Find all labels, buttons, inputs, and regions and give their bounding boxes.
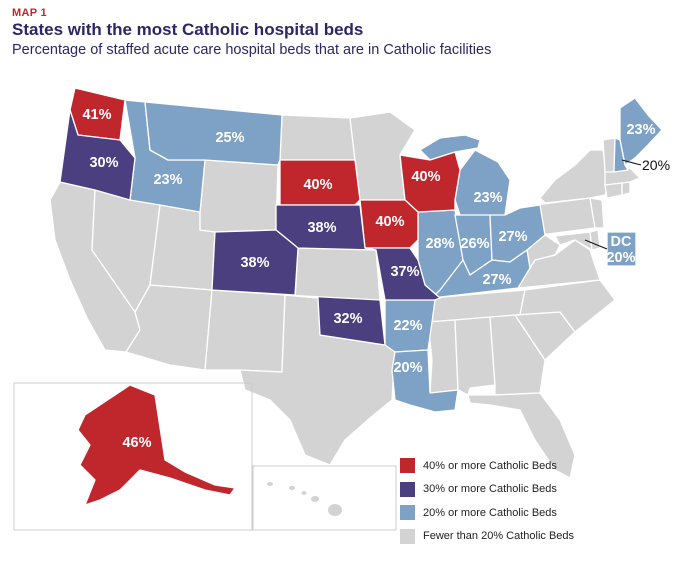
dc-pointer-line [584,239,608,250]
label-wi: 40% [411,169,440,185]
state-wy [199,159,279,233]
state-nj [589,197,605,229]
label-ak: 46% [122,435,151,451]
label-ky: 27% [482,272,511,288]
state-de [589,229,601,251]
legend-swatch-red [400,458,415,474]
legend-label-purple: 30% or more Catholic Beds [423,483,557,496]
state-la [391,349,459,413]
label-ia: 40% [375,214,404,230]
legend-swatch-purple [400,481,415,497]
hawaii-inset-frame [252,465,397,531]
state-vt [602,137,616,173]
label-mt: 25% [215,130,244,146]
legend-item-purple: 30% or more Catholic Beds [400,478,574,502]
state-mi-lower [454,149,511,219]
label-oh: 27% [498,229,527,245]
nh-pointer-line [621,159,642,166]
hawaii-islands [267,482,342,516]
legend: 40% or more Catholic Beds 30% or more Ca… [400,454,574,548]
state-nm [204,289,286,373]
alaska-inset-frame [13,382,253,531]
label-dc-value: 20% [606,250,635,266]
state-or [59,109,136,201]
state-mo [364,247,441,301]
state-ks [294,247,381,301]
label-ar: 22% [393,318,422,334]
label-nh: 20% [642,157,670,173]
label-ok: 32% [333,311,362,327]
label-mo: 37% [390,264,419,280]
legend-label-gray: Fewer than 20% Catholic Beds [423,530,575,543]
state-mt [144,101,283,166]
label-la: 20% [393,360,422,376]
state-ms [427,319,459,394]
state-md [554,231,593,251]
legend-item-gray: Fewer than 20% Catholic Beds [400,525,574,549]
legend-swatch-gray [400,528,415,544]
dc-box [606,231,637,267]
state-nc [514,279,616,333]
label-id: 23% [153,172,182,188]
label-il: 28% [425,236,454,252]
state-ok [284,294,386,346]
legend-label-red: 40% or more Catholic Beds [423,459,557,472]
state-co [211,229,299,296]
legend-label-blue: 20% or more Catholic Beds [423,506,557,519]
state-nd [279,114,356,161]
state-ak [77,384,236,506]
map-subtitle: Percentage of staffed acute care hospita… [12,42,492,58]
label-me: 23% [626,122,655,138]
label-sd: 40% [303,177,332,193]
label-in: 26% [460,236,489,252]
label-or: 30% [89,155,118,171]
state-sd [279,159,361,206]
legend-item-blue: 20% or more Catholic Beds [400,501,574,525]
legend-swatch-blue [400,505,415,521]
map-title: States with the most Catholic hospital b… [12,20,364,39]
state-nh [613,137,629,173]
label-wa: 41% [82,107,111,123]
label-mi: 23% [473,190,502,206]
legend-item-red: 40% or more Catholic Beds [400,454,574,478]
state-ri [621,181,631,196]
map-number-label: MAP 1 [12,7,47,19]
state-al [454,316,496,396]
label-ne: 38% [307,220,336,236]
label-dc-name: DC [611,234,632,250]
label-co: 38% [240,255,269,271]
state-fl [467,392,576,479]
state-ny [539,149,609,204]
